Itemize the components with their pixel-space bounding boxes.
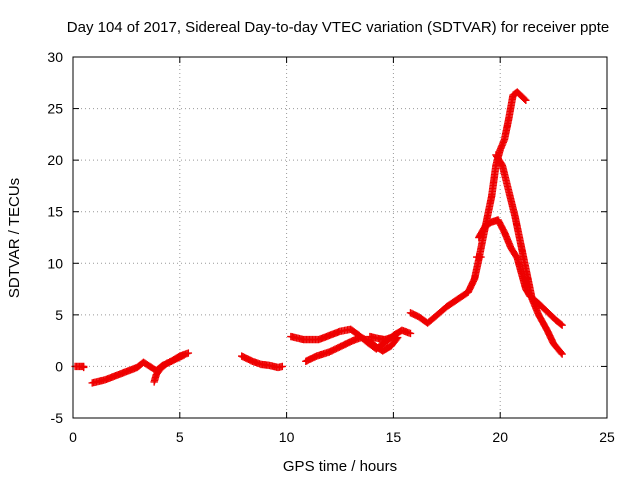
y-tick-label: 10 xyxy=(47,255,63,271)
data-points xyxy=(71,88,566,387)
axis-ticks: 0 5 10 15 20 25 -5 0 5 10 15 20 25 30 xyxy=(47,49,615,445)
y-tick-label: 20 xyxy=(47,152,63,168)
series-k xyxy=(473,253,485,261)
data-point xyxy=(393,335,401,343)
series-b xyxy=(88,349,193,387)
series-d xyxy=(238,352,287,372)
data-point xyxy=(278,362,287,371)
data-point xyxy=(184,349,193,357)
chart-title: Day 104 of 2017, Sidereal Day-to-day VTE… xyxy=(67,19,609,36)
data-point xyxy=(557,349,565,357)
x-tick-label: 0 xyxy=(69,429,77,445)
grid-lines xyxy=(73,57,607,418)
y-tick-label: -5 xyxy=(51,410,64,426)
y-tick-label: 30 xyxy=(47,49,63,65)
data-point xyxy=(477,253,485,261)
x-tick-label: 20 xyxy=(492,429,508,445)
series-c xyxy=(150,351,188,386)
data-point xyxy=(79,363,88,372)
y-tick-label: 15 xyxy=(47,204,63,220)
series-f xyxy=(302,333,402,365)
data-point xyxy=(521,95,529,103)
x-tick-label: 5 xyxy=(176,429,184,445)
x-tick-label: 15 xyxy=(386,429,402,445)
data-point xyxy=(522,96,530,105)
data-point xyxy=(406,329,415,338)
series-g xyxy=(366,332,395,344)
data-point xyxy=(558,321,566,329)
y-tick-label: 5 xyxy=(55,307,63,323)
y-tick-label: 0 xyxy=(55,358,63,374)
data-point xyxy=(387,333,395,342)
data-point xyxy=(557,320,565,329)
data-point xyxy=(497,160,506,168)
y-tick-label: 25 xyxy=(47,101,63,117)
x-axis-label: GPS time / hours xyxy=(283,458,397,475)
y-axis-label: SDTVAR / TECUs xyxy=(6,178,23,298)
data-point xyxy=(180,351,188,359)
data-point xyxy=(558,350,566,358)
data-point xyxy=(393,333,402,342)
plot-frame xyxy=(72,56,608,419)
series-a xyxy=(71,362,88,372)
series-j xyxy=(492,151,566,358)
x-tick-label: 10 xyxy=(279,429,295,445)
x-tick-label: 25 xyxy=(599,429,615,445)
